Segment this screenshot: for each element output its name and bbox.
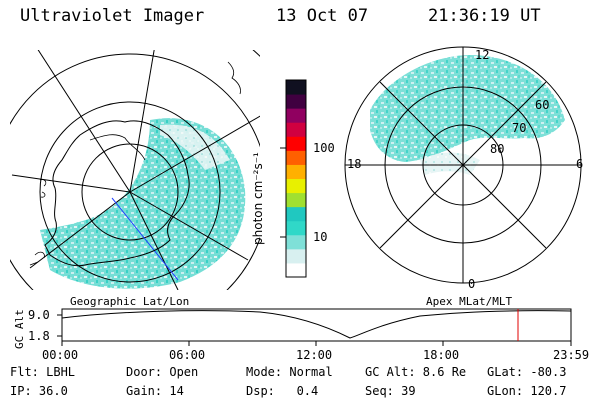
altitude-curve: [61, 310, 572, 339]
mlt-label-0: 0: [468, 277, 476, 291]
lat-circle-2: [39, 101, 221, 283]
aurora-emission-right: [370, 55, 565, 162]
gc-alt-status: GC Alt: 8.6 Re: [365, 365, 467, 379]
altitude-xtick-2359: 23:59: [553, 348, 590, 362]
coastline: [44, 120, 190, 267]
colorbar-tick-100: 100: [313, 141, 335, 155]
altitude-xtick-0600: 06:00: [169, 348, 206, 362]
altitude-xtick-1200: 12:00: [296, 348, 333, 362]
gain-status: Gain: 14: [126, 384, 184, 398]
geographic-map: [10, 50, 260, 290]
colorbar: [286, 80, 306, 278]
altitude-plot-frame: [61, 308, 572, 342]
mlt-label-18: 18: [347, 157, 362, 171]
mode-status: Mode: Normal: [246, 365, 333, 379]
footpoint-track: [111, 197, 179, 281]
mlt-label-6: 6: [576, 157, 584, 171]
colorbar-segment: [286, 150, 306, 165]
mlt-label-12: 12: [475, 48, 490, 62]
altitude-ytick-low: 1.8: [28, 329, 50, 343]
colorbar-segment: [286, 94, 306, 109]
colorbar-segment: [286, 178, 306, 194]
colorbar-segment: [286, 80, 306, 95]
altitude-xtick-1800: 18:00: [423, 348, 460, 362]
colorbar-segment: [286, 108, 306, 123]
glat-status: GLat: -80.3: [487, 365, 567, 379]
mlat-label-70: 70: [512, 121, 527, 135]
colorbar-segment: [286, 262, 306, 278]
time-label: 21:36:19 UT: [428, 6, 541, 26]
altitude-xtick-0000: 00:00: [42, 348, 79, 362]
altitude-ylabel: GC Alt: [13, 309, 26, 349]
glon-status: GLon: 120.7: [487, 384, 567, 398]
door-status: Door: Open: [126, 365, 199, 379]
colorbar-segment: [286, 234, 306, 250]
instrument-title: Ultraviolet Imager: [20, 6, 205, 26]
ip-status: IP: 36.0: [10, 384, 68, 398]
apex-map-label: Apex MLat/MLT: [426, 295, 513, 308]
dsp-status: Dsp: 0.4: [246, 384, 319, 398]
colorbar-segment: [286, 206, 306, 222]
seq-status: Seq: 39: [365, 384, 416, 398]
colorbar-tick-10: 10: [313, 230, 328, 244]
colorbar-unit-label: photon cm⁻²s⁻¹: [251, 152, 265, 245]
mlat-label-80: 80: [490, 142, 505, 156]
colorbar-segment: [286, 164, 306, 179]
colorbar-segment: [286, 122, 306, 137]
altitude-plot: [57, 308, 572, 346]
meridian-line: [37, 50, 131, 193]
apex-polar-plot: [344, 46, 582, 284]
lat-circle-3: [10, 53, 260, 290]
altitude-ytick-high: 9.0: [28, 308, 50, 322]
filter-status: Flt: LBHL: [10, 365, 76, 379]
date-label: 13 Oct 07: [276, 6, 369, 26]
mlat-label-60: 60: [535, 98, 550, 112]
aurora-emission-left: [40, 118, 246, 289]
colorbar-segment: [286, 248, 306, 264]
colorbar-segment: [286, 220, 306, 236]
geographic-map-label: Geographic Lat/Lon: [70, 295, 190, 308]
colorbar-segment: [286, 192, 306, 208]
colorbar-segment: [286, 136, 306, 151]
